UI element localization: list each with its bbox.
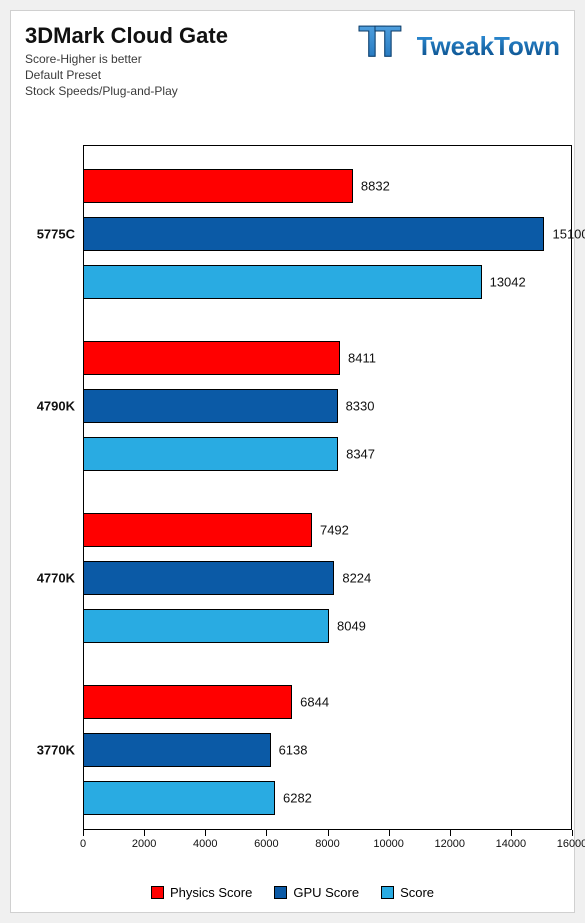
header-text-block: 3DMark Cloud Gate Score-Higher is better… [25,23,228,100]
bar [83,685,292,719]
x-tick [450,830,451,836]
bar-value-label: 8224 [342,570,371,585]
bar-value-label: 8347 [346,446,375,461]
x-tick [328,830,329,836]
bar-value-label: 15100 [552,226,585,241]
bar-value-label: 8411 [348,350,376,365]
x-tick-label: 10000 [373,838,404,850]
legend-label: Physics Score [170,885,252,900]
x-tick [144,830,145,836]
x-tick [572,830,573,836]
bar-value-label: 6282 [283,790,312,805]
x-tick-label: 12000 [434,838,465,850]
y-category-label: 5775C [25,226,75,241]
x-tick-label: 4000 [193,838,217,850]
x-tick-label: 6000 [254,838,278,850]
y-category-label: 3770K [25,742,75,757]
bar [83,437,338,471]
bar [83,733,271,767]
x-tick-label: 0 [80,838,86,850]
y-category-label: 4770K [25,570,75,585]
x-tick-label: 2000 [132,838,156,850]
brand-name: TweakTown [417,33,561,59]
bar-value-label: 8049 [337,618,366,633]
bar [83,609,329,643]
chart-subtitle-3: Stock Speeds/Plug-and-Play [25,83,228,99]
bar-value-label: 6844 [300,694,329,709]
x-tick [205,830,206,836]
legend-label: GPU Score [293,885,359,900]
bar [83,265,482,299]
x-tick-label: 8000 [315,838,339,850]
bar-value-label: 8330 [346,398,375,413]
bar-value-label: 7492 [320,522,349,537]
legend-item: Score [381,885,434,900]
legend-swatch [151,886,164,899]
x-tick [389,830,390,836]
bar-value-label: 8832 [361,178,390,193]
tt-icon: TT [359,23,413,69]
x-tick-label: 14000 [496,838,527,850]
legend-label: Score [400,885,434,900]
bar [83,781,275,815]
chart-subtitle-1: Score-Higher is better [25,51,228,67]
x-axis: 0 2000 4000 6000 8000 10000 12000 14000 16000 [25,830,582,860]
bar [83,513,312,547]
bar [83,561,334,595]
chart-subtitle-2: Default Preset [25,67,228,83]
legend-item: Physics Score [151,885,252,900]
x-tick [83,830,84,836]
benchmark-card: 3DMark Cloud Gate Score-Higher is better… [10,10,575,913]
legend-swatch [381,886,394,899]
bar [83,217,544,251]
legend-item: GPU Score [274,885,359,900]
legend: Physics Score GPU Score Score [11,885,574,900]
bar-value-label: 6138 [279,742,308,757]
x-tick-label: 16000 [557,838,585,850]
chart-area: 0 2000 4000 6000 8000 10000 12000 14000 16000 577… [25,131,582,864]
bar-value-label: 13042 [490,274,526,289]
legend-swatch [274,886,287,899]
header: 3DMark Cloud Gate Score-Higher is better… [25,23,560,100]
brand-logo: TT TweakTown [359,23,561,69]
chart-title: 3DMark Cloud Gate [25,23,228,49]
bar [83,389,338,423]
y-category-label: 4790K [25,398,75,413]
bar [83,341,340,375]
x-tick [266,830,267,836]
x-tick [511,830,512,836]
bar [83,169,353,203]
